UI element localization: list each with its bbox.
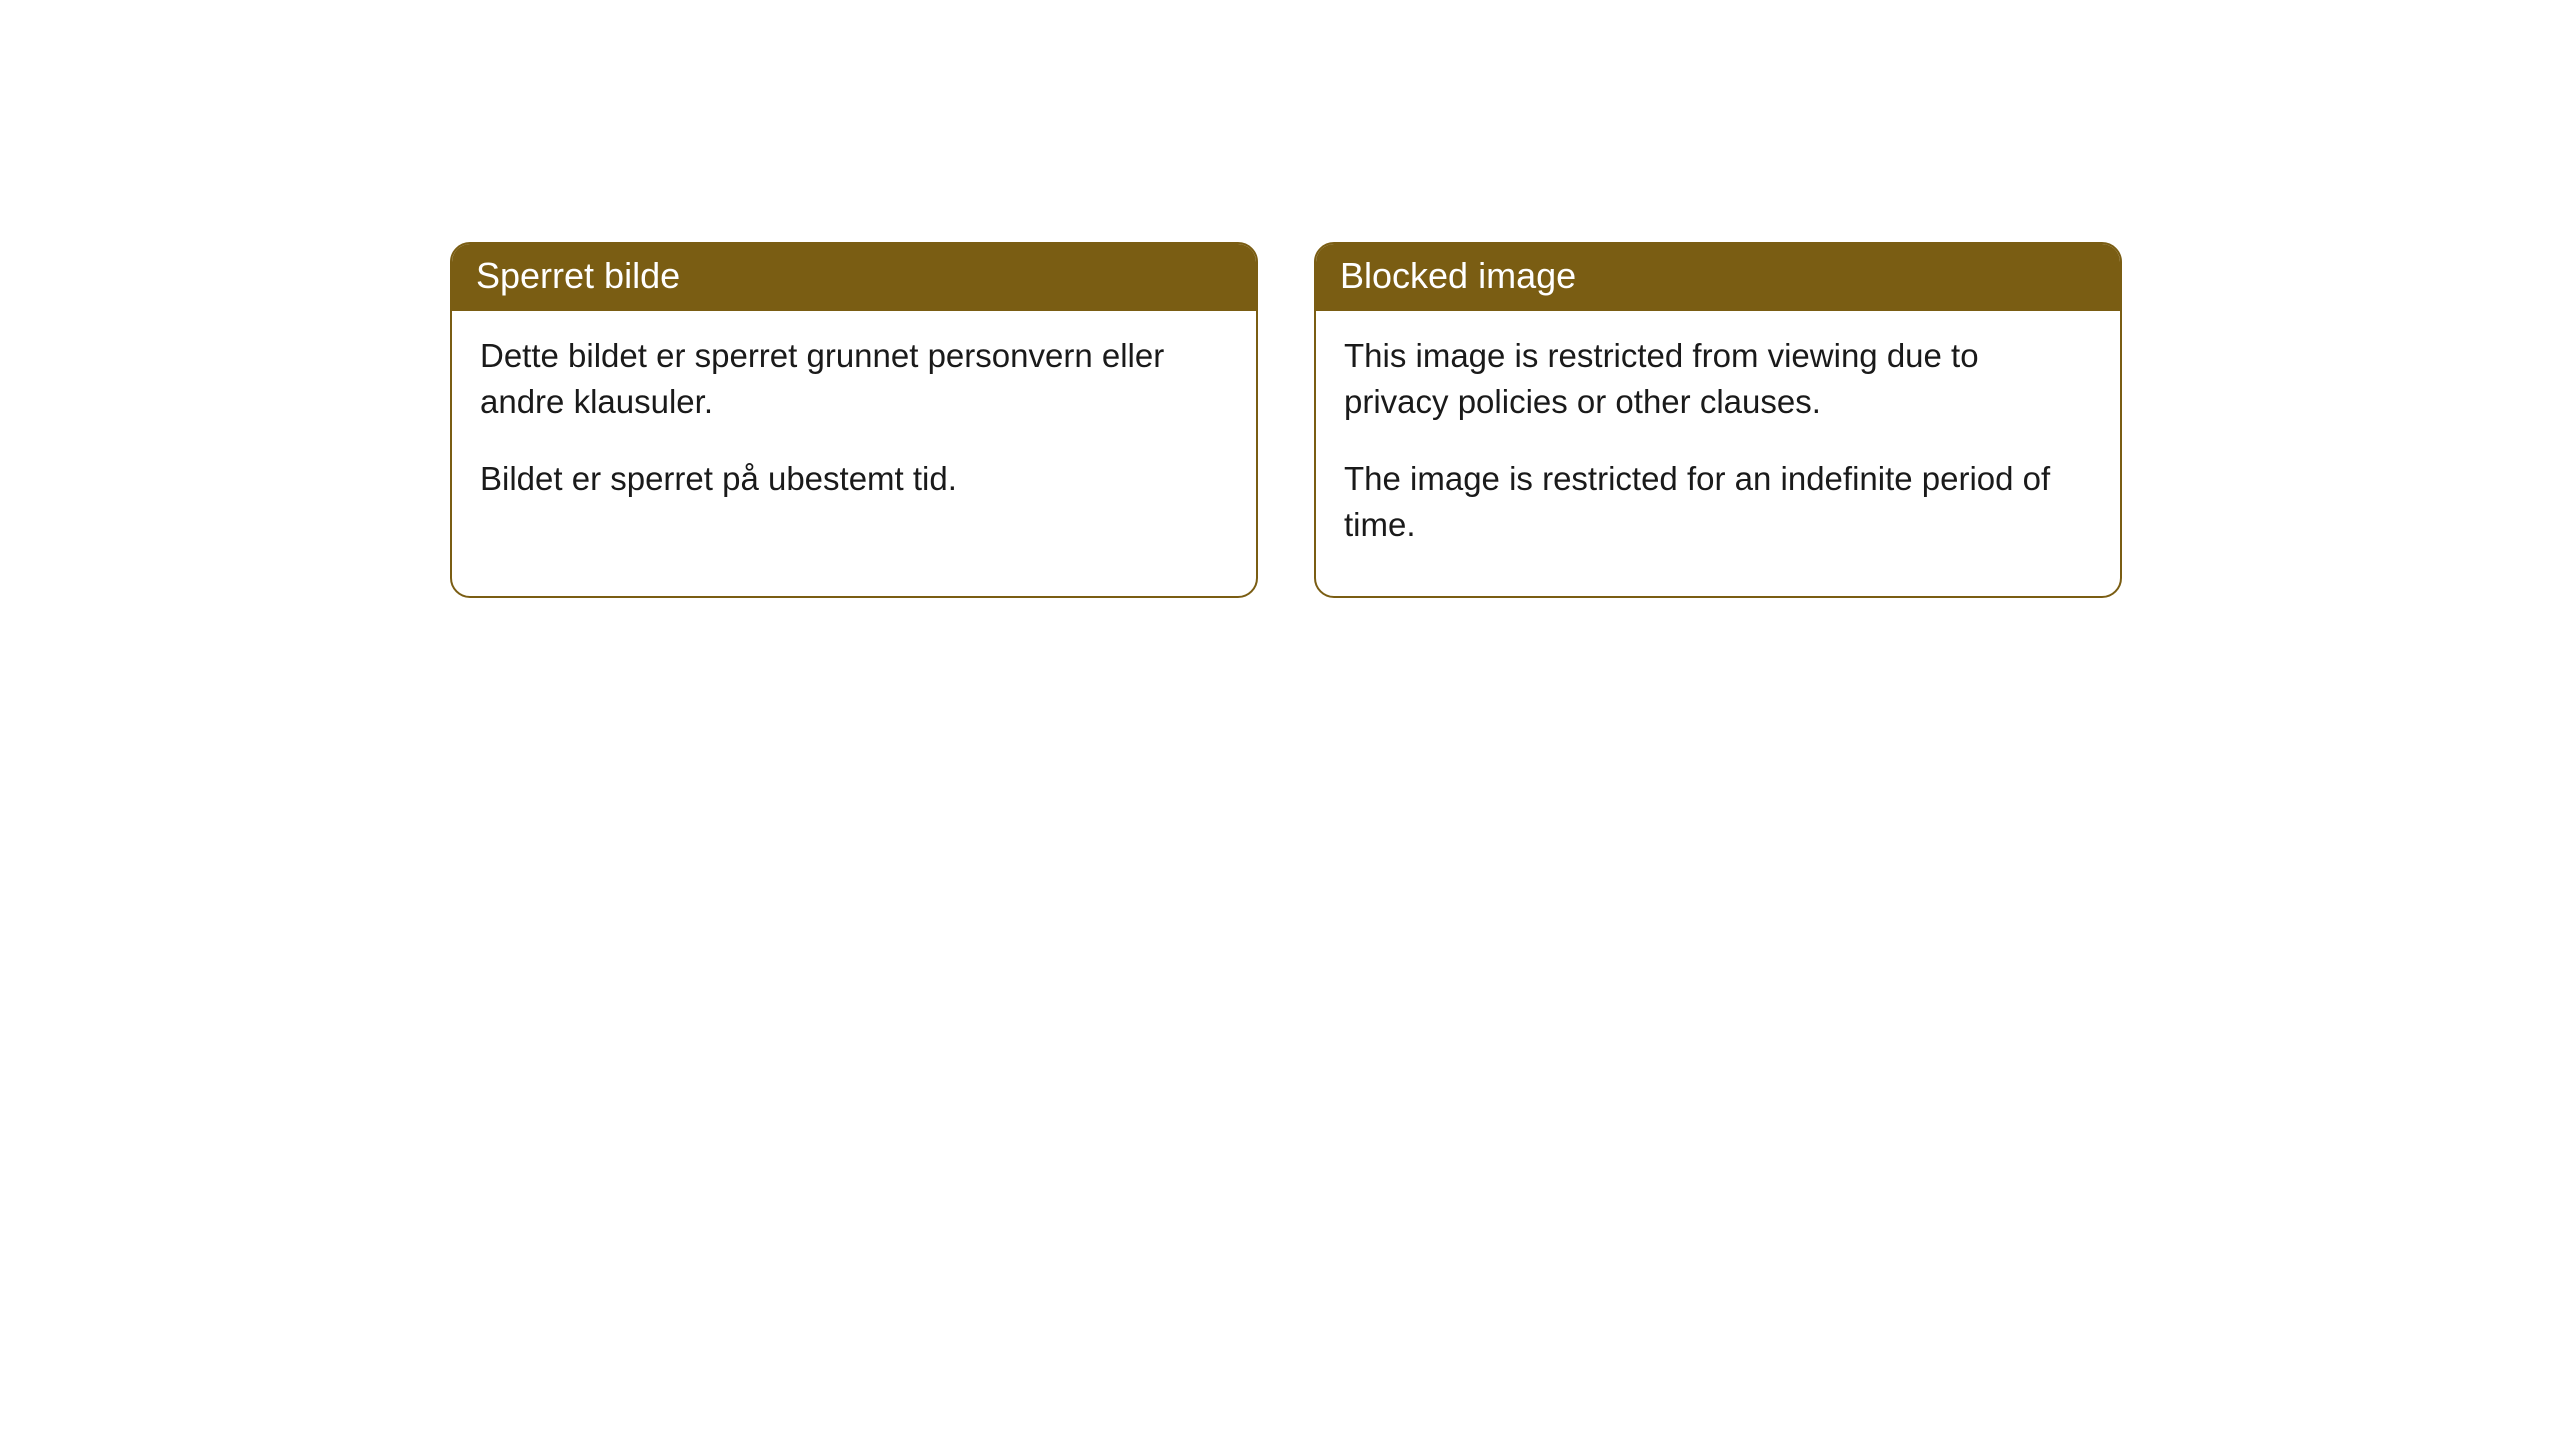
card-paragraph-1: This image is restricted from viewing du… — [1344, 333, 2092, 425]
card-paragraph-2: The image is restricted for an indefinit… — [1344, 456, 2092, 548]
blocked-image-card-norwegian: Sperret bilde Dette bildet er sperret gr… — [450, 242, 1258, 598]
card-paragraph-1: Dette bildet er sperret grunnet personve… — [480, 333, 1228, 425]
card-header: Sperret bilde — [452, 244, 1256, 311]
card-body: Dette bildet er sperret grunnet personve… — [452, 311, 1256, 550]
card-paragraph-2: Bildet er sperret på ubestemt tid. — [480, 456, 1228, 502]
cards-container: Sperret bilde Dette bildet er sperret gr… — [0, 0, 2560, 598]
card-header: Blocked image — [1316, 244, 2120, 311]
card-body: This image is restricted from viewing du… — [1316, 311, 2120, 596]
blocked-image-card-english: Blocked image This image is restricted f… — [1314, 242, 2122, 598]
